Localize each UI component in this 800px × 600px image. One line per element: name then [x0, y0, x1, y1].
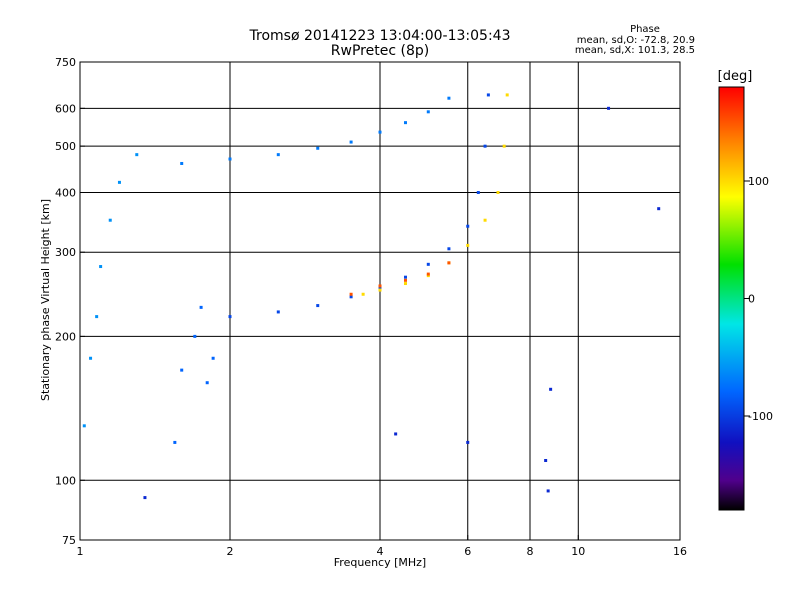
data-point	[316, 146, 320, 150]
data-point	[426, 110, 430, 114]
data-point	[199, 305, 203, 309]
data-point	[502, 144, 506, 148]
chart-title: Tromsø 20141223 13:04:00-13:05:43	[249, 28, 511, 44]
data-point	[180, 368, 184, 372]
data-point	[99, 265, 103, 269]
data-point	[426, 262, 430, 266]
data-point	[483, 218, 487, 222]
colorbar-tick-label: -100	[748, 410, 773, 423]
data-point	[378, 130, 382, 134]
stats-line-o: mean, sd,O: -72.8, 20.9	[577, 35, 695, 46]
data-point	[394, 432, 398, 436]
data-point	[82, 424, 86, 428]
gridlines	[80, 62, 680, 540]
data-point	[546, 489, 550, 493]
data-point	[496, 190, 500, 194]
data-point	[447, 96, 451, 100]
data-point	[505, 93, 509, 97]
data-point	[143, 496, 147, 500]
x-tick-label: 4	[377, 545, 384, 558]
y-tick-label: 200	[55, 330, 76, 343]
data-point	[180, 161, 184, 165]
chart-subtitle: RwPretec (8p)	[331, 43, 429, 59]
stats-line-x: mean, sd,X: 101.3, 28.5	[575, 45, 695, 56]
x-tick-label: 8	[527, 545, 534, 558]
data-point	[316, 304, 320, 308]
y-tick-label: 750	[55, 56, 76, 69]
stats-heading: Phase	[630, 24, 660, 35]
data-point	[466, 224, 470, 228]
data-point	[403, 278, 407, 282]
data-points	[82, 93, 661, 500]
data-point	[466, 440, 470, 444]
data-point	[403, 275, 407, 279]
data-point	[95, 315, 99, 319]
x-axis: 1 2 4 6 8 10 16	[77, 535, 687, 558]
y-axis-label: Stationary phase Virtual Height [km]	[39, 199, 52, 401]
colorbar-ticks: 100 0 -100	[744, 175, 773, 423]
x-tick-label: 2	[227, 545, 234, 558]
data-point	[378, 286, 382, 290]
y-tick-label: 100	[55, 474, 76, 487]
data-point	[476, 190, 480, 194]
data-point	[276, 153, 280, 157]
data-point	[205, 381, 209, 385]
data-point	[89, 356, 93, 360]
y-tick-label: 400	[55, 186, 76, 199]
x-tick-label: 1	[77, 545, 84, 558]
data-point	[447, 261, 451, 265]
data-point	[544, 458, 548, 462]
y-axis: 75 100 200 300 400 500 600 750	[55, 56, 85, 547]
data-point	[607, 106, 611, 110]
y-tick-label: 500	[55, 140, 76, 153]
x-tick-label: 16	[673, 545, 687, 558]
data-point	[403, 282, 407, 286]
colorbar-tick-label: 100	[748, 175, 769, 188]
data-point	[173, 440, 177, 444]
x-tick-label: 10	[571, 545, 585, 558]
data-point	[276, 310, 280, 314]
data-point	[466, 243, 470, 247]
y-tick-label: 300	[55, 246, 76, 259]
data-point	[378, 284, 382, 288]
data-point	[135, 153, 139, 157]
x-tick-label: 6	[464, 545, 471, 558]
data-point	[228, 157, 232, 161]
data-point	[361, 292, 365, 296]
data-point	[349, 140, 353, 144]
data-point	[108, 218, 112, 222]
data-point	[349, 292, 353, 296]
colorbar	[718, 86, 745, 511]
data-point	[211, 356, 215, 360]
data-point	[657, 207, 661, 211]
data-point	[117, 180, 121, 184]
colorbar-tick-label: 0	[748, 293, 755, 306]
data-point	[486, 93, 490, 97]
data-point	[349, 295, 353, 299]
data-point	[193, 334, 197, 338]
data-point	[483, 144, 487, 148]
y-tick-label: 600	[55, 102, 76, 115]
data-point	[549, 387, 553, 391]
data-point	[426, 274, 430, 278]
data-point	[403, 121, 407, 125]
data-point	[426, 272, 430, 276]
x-axis-label: Frequency [MHz]	[334, 556, 426, 569]
y-tick-label: 75	[62, 534, 76, 547]
data-point	[228, 315, 232, 319]
data-point	[378, 288, 382, 292]
colorbar-label: [deg]	[718, 69, 753, 84]
data-point	[447, 247, 451, 251]
